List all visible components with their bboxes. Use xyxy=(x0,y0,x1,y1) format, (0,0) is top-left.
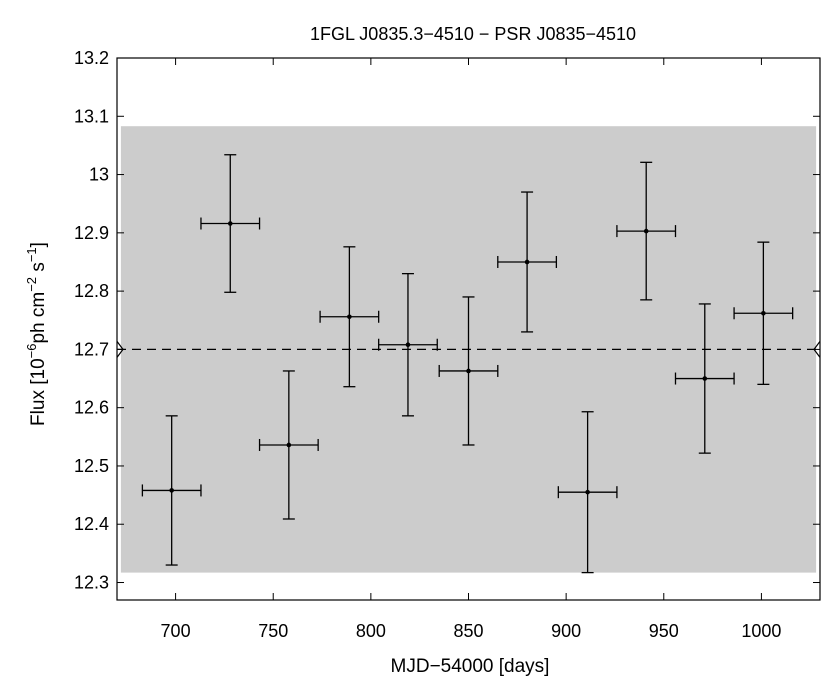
x-tick-label: 950 xyxy=(649,621,679,641)
data-point xyxy=(497,191,558,333)
y-tick-label: 12.3 xyxy=(74,573,109,593)
data-point xyxy=(674,303,735,454)
y-axis-title: Flux [10−6ph cm−2 s−1] xyxy=(24,242,49,426)
y-tick-label: 13.2 xyxy=(74,48,109,68)
chart-title: 1FGL J0835.3−4510 − PSR J0835−4510 xyxy=(310,24,636,44)
x-tick-label: 1000 xyxy=(741,621,781,641)
x-axis-ticks: 700 750 800 850 900 950 1000 xyxy=(161,58,781,641)
data-point xyxy=(258,370,319,520)
data-point xyxy=(319,246,380,388)
y-axis-title-exp1: −6 xyxy=(24,344,39,359)
data-point-marker xyxy=(286,442,292,448)
data-point-marker xyxy=(585,489,590,495)
data-point-marker xyxy=(466,368,471,374)
x-tick-label: 800 xyxy=(356,621,386,641)
y-axis-title-suffix: ] xyxy=(28,242,49,247)
x-tick-label: 700 xyxy=(161,621,191,641)
y-axis-title-mid1: ph cm xyxy=(28,292,49,344)
data-point-marker xyxy=(169,488,174,493)
x-tick-label: 900 xyxy=(551,621,581,641)
y-axis-title-exp3: −1 xyxy=(24,247,39,262)
data-point xyxy=(438,296,499,446)
y-tick-label: 13.1 xyxy=(74,106,109,126)
y-tick-label: 12.8 xyxy=(74,281,109,301)
data-point-marker xyxy=(227,221,233,226)
y-tick-label: 12.5 xyxy=(74,456,109,476)
y-axis-title-mid2: s xyxy=(28,262,49,277)
y-tick-label: 12.4 xyxy=(74,514,109,534)
data-point xyxy=(378,272,438,417)
data-point-marker xyxy=(643,228,649,234)
data-point xyxy=(733,241,794,386)
y-tick-label: 13 xyxy=(89,165,109,185)
y-axis-title-exp2: −2 xyxy=(24,277,39,292)
data-point-marker xyxy=(524,259,530,265)
data-points-layer xyxy=(141,154,794,574)
data-point-marker xyxy=(405,342,411,348)
data-point xyxy=(616,161,677,301)
data-point-marker xyxy=(347,314,352,320)
data-point xyxy=(141,415,202,566)
data-point-marker xyxy=(702,376,708,381)
data-point xyxy=(200,154,261,293)
y-tick-label: 12.6 xyxy=(74,398,109,418)
x-tick-label: 850 xyxy=(453,621,483,641)
x-axis-title: MJD−54000 [days] xyxy=(391,656,550,677)
data-point xyxy=(557,411,618,574)
y-tick-label: 12.7 xyxy=(74,339,109,359)
x-tick-label: 750 xyxy=(258,621,288,641)
y-axis-title-prefix: Flux [10 xyxy=(28,358,49,426)
y-tick-label: 12.9 xyxy=(74,223,109,243)
y-axis-ticks: 12.3 12.4 12.5 12.6 12.7 12.8 12.9 13 13.1 13.2 xyxy=(74,48,820,593)
data-point-marker xyxy=(761,310,766,316)
